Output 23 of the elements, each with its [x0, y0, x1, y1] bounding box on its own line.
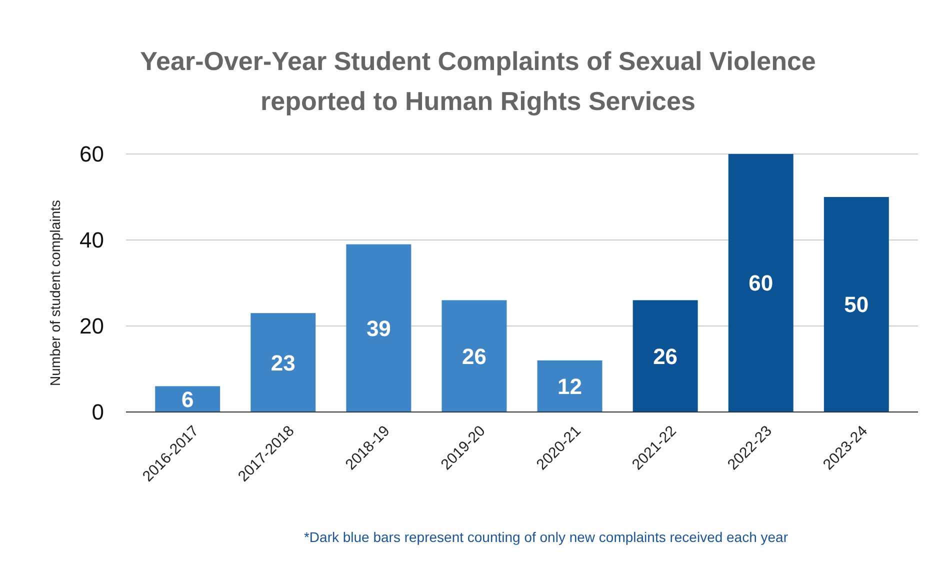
- bar: [537, 360, 602, 412]
- data-label: 6: [181, 386, 194, 412]
- data-label: 23: [270, 350, 296, 376]
- data-label: 39: [366, 316, 391, 341]
- data-label: 26: [653, 344, 678, 369]
- y-tick-label: 0: [92, 400, 104, 425]
- y-axis-title: Number of student complaints: [47, 200, 63, 386]
- data-label: 26: [462, 344, 486, 369]
- bar: [155, 386, 220, 412]
- bar: [250, 313, 316, 412]
- data-label: 50: [844, 292, 869, 318]
- bar: [728, 154, 794, 412]
- data-label: 60: [748, 270, 774, 296]
- chart-title: Year-Over-Year Student Complaints of Sexual Violence reported to Human Rights Services: [140, 46, 816, 116]
- y-tick-label: 40: [80, 228, 104, 253]
- bar: [824, 197, 889, 412]
- y-tick-label: 60: [80, 142, 104, 167]
- bar: [632, 300, 698, 412]
- data-label: 12: [558, 374, 582, 399]
- text: *Dark blue bars represent counting of only new complaints received each year: [304, 529, 788, 545]
- y-tick-label: 20: [80, 314, 104, 339]
- bar: [442, 300, 507, 412]
- bar: [346, 244, 412, 412]
